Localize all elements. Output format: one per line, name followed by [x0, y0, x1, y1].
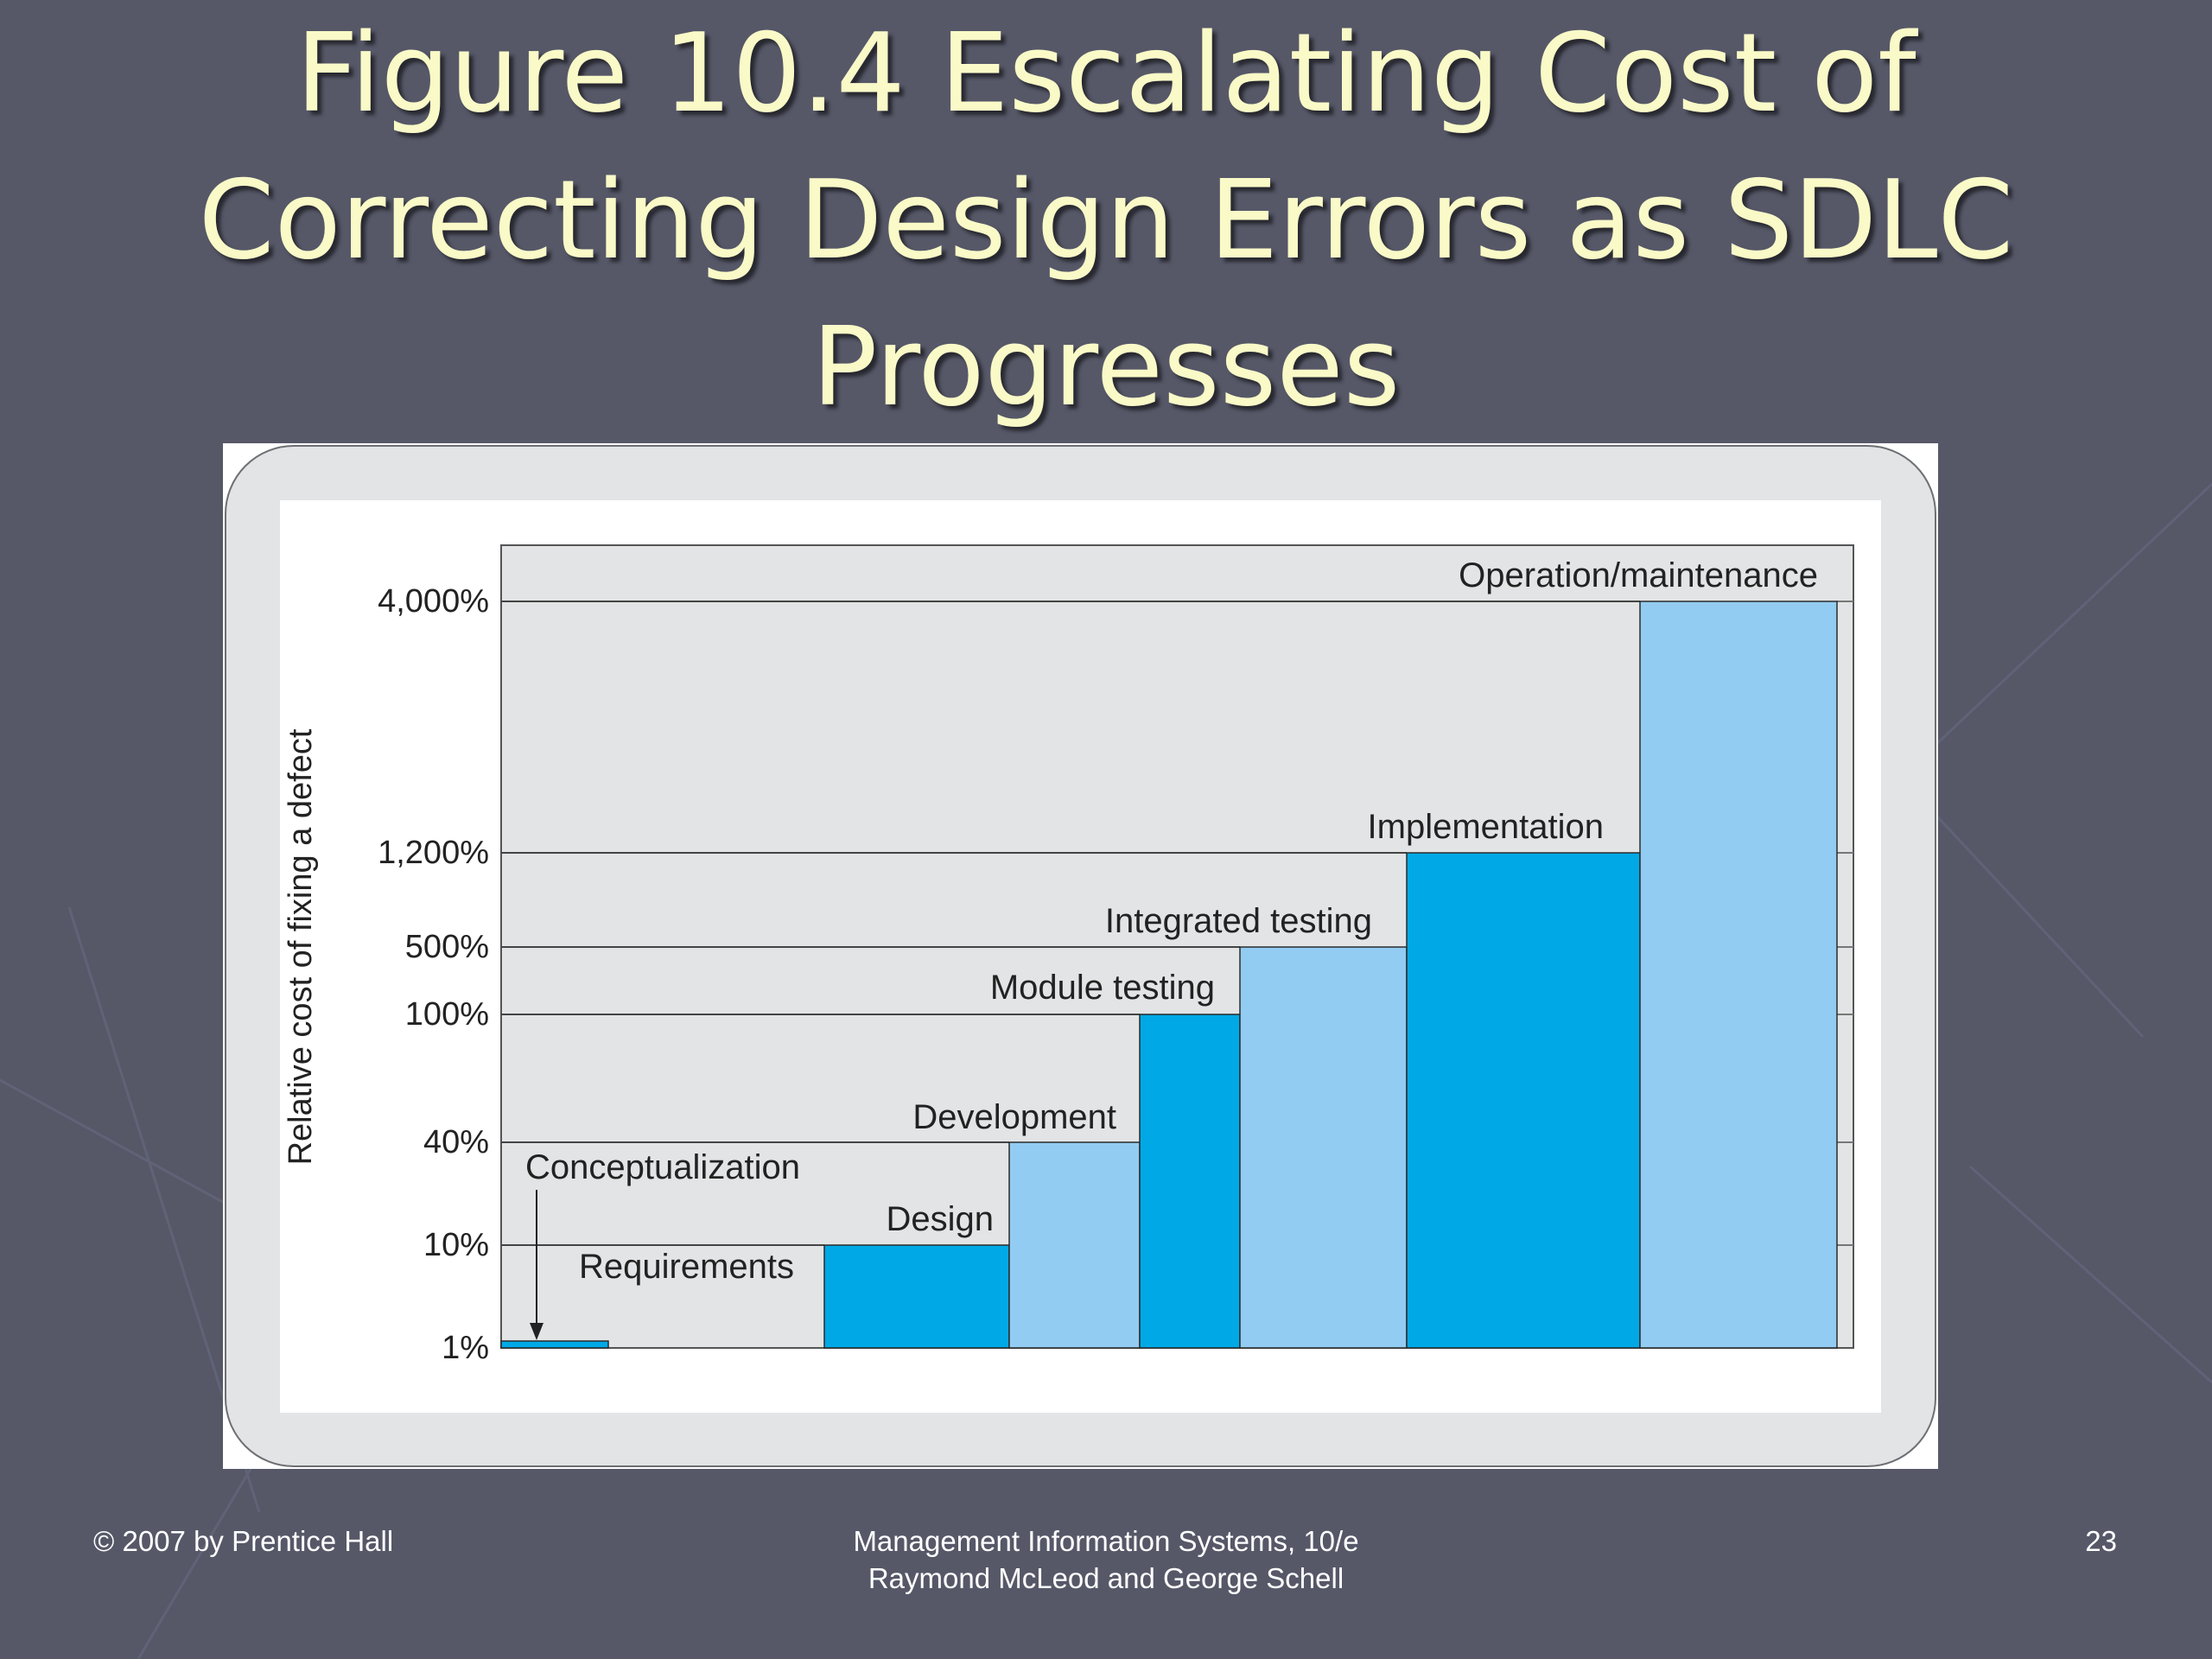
footer-copyright: © 2007 by Prentice Hall — [93, 1525, 394, 1557]
title-line-2: Correcting Design Errors as SDLC — [198, 156, 2014, 283]
y-tick-label-4-000: 4,000% — [378, 583, 489, 620]
category-label-conceptualization: Conceptualization — [525, 1148, 800, 1186]
bar-conceptualization — [500, 1340, 609, 1349]
category-label-design: Design — [886, 1200, 994, 1238]
category-label-module-testing: Module testing — [990, 969, 1215, 1007]
bar-chart: 1% 10% 40% 100% 500% 1,200% 4,000% Relative cos… — [283, 544, 1854, 1366]
bar-development — [1008, 1141, 1141, 1349]
category-label-integrated-testing: Integrated testing — [1105, 902, 1372, 940]
page-number: 23 — [2085, 1525, 2117, 1557]
conceptualization-arrow-head — [530, 1323, 543, 1340]
category-label-operation-maintenance: Operation/maintenance — [1459, 556, 1818, 594]
y-tick-label-500: 500% — [405, 929, 489, 965]
title-line-1: Figure 10.4 Escalating Cost of — [296, 10, 1916, 137]
footer-authors: Raymond McLeod and George Schell — [868, 1562, 1344, 1594]
footer-book-info: Management Information Systems, 10/e Ray… — [674, 1522, 1538, 1597]
category-label-development: Development — [912, 1098, 1116, 1136]
bar-operation-maintenance — [1639, 601, 1838, 1349]
bar-module-testing — [1139, 1014, 1241, 1349]
y-tick-label-1-200: 1,200% — [378, 835, 489, 871]
bar-integrated-testing — [1239, 946, 1408, 1349]
y-tick-label-40: 40% — [423, 1124, 489, 1160]
y-tick-label-1: 1% — [442, 1330, 489, 1366]
y-axis-title: Relative cost of fixing a defect — [283, 728, 319, 1165]
category-label-implementation: Implementation — [1368, 808, 1604, 846]
footer-book-title: Management Information Systems, 10/e — [853, 1525, 1359, 1557]
figure-panel: 1% 10% 40% 100% 500% 1,200% 4,000% Relative cos… — [223, 443, 1938, 1469]
title-line-3: Progresses — [811, 303, 1401, 430]
bar-implementation — [1406, 852, 1641, 1349]
category-label-requirements: Requirements — [579, 1248, 794, 1286]
bar-design — [823, 1244, 1010, 1349]
y-tick-label-100: 100% — [405, 996, 489, 1033]
slide-title: Figure 10.4 Escalating Cost of Correctin… — [138, 0, 2074, 441]
y-tick-label-10: 10% — [423, 1227, 489, 1263]
